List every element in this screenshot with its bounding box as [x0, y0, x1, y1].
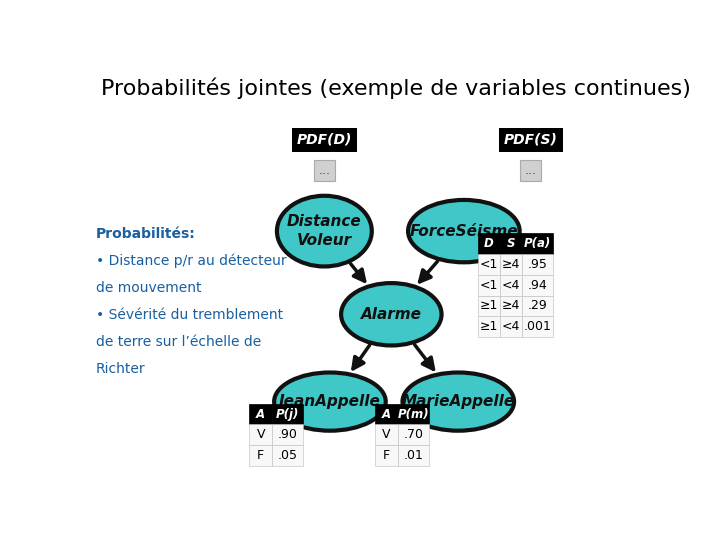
- Text: D: D: [484, 237, 494, 250]
- Bar: [523, 316, 553, 337]
- Text: Distance
Voleur: Distance Voleur: [287, 214, 361, 248]
- Text: ≥4: ≥4: [502, 300, 521, 313]
- Bar: [500, 316, 523, 337]
- Bar: [523, 295, 553, 316]
- Bar: [500, 233, 523, 254]
- Bar: [398, 424, 428, 445]
- Bar: [523, 254, 553, 275]
- Bar: [500, 295, 523, 316]
- Bar: [478, 275, 500, 295]
- Text: PDF(D): PDF(D): [297, 133, 352, 147]
- Text: A: A: [256, 408, 265, 421]
- Text: .001: .001: [524, 320, 552, 333]
- Ellipse shape: [408, 200, 520, 262]
- Bar: [249, 446, 272, 466]
- Text: <4: <4: [502, 320, 521, 333]
- Bar: [523, 275, 553, 295]
- Text: .95: .95: [528, 258, 548, 271]
- Bar: [478, 316, 500, 337]
- Bar: [272, 446, 303, 466]
- Ellipse shape: [341, 283, 441, 346]
- Text: ≥1: ≥1: [480, 320, 498, 333]
- Bar: [478, 295, 500, 316]
- Text: P(j): P(j): [276, 408, 300, 421]
- Text: • Distance p/r au détecteur: • Distance p/r au détecteur: [96, 254, 287, 268]
- Text: .94: .94: [528, 279, 548, 292]
- Text: S: S: [507, 237, 516, 250]
- Bar: [272, 404, 303, 424]
- Text: .01: .01: [403, 449, 423, 462]
- Ellipse shape: [274, 373, 386, 431]
- Text: .29: .29: [528, 300, 548, 313]
- Bar: [374, 424, 398, 445]
- Bar: [272, 424, 303, 445]
- Text: ...: ...: [318, 164, 330, 177]
- Text: F: F: [257, 449, 264, 462]
- Bar: [398, 404, 428, 424]
- Text: JeanAppelle: JeanAppelle: [279, 394, 381, 409]
- Text: .05: .05: [278, 449, 298, 462]
- Bar: [478, 254, 500, 275]
- Bar: [500, 254, 523, 275]
- Bar: [249, 424, 272, 445]
- Text: <4: <4: [502, 279, 521, 292]
- Text: V: V: [256, 428, 265, 441]
- Bar: [478, 233, 500, 254]
- Text: .70: .70: [403, 428, 423, 441]
- Text: P(a): P(a): [524, 237, 552, 250]
- Bar: [249, 404, 272, 424]
- Text: .90: .90: [278, 428, 298, 441]
- Text: P(m): P(m): [397, 408, 429, 421]
- Text: • Sévérité du tremblement: • Sévérité du tremblement: [96, 308, 283, 322]
- Text: de mouvement: de mouvement: [96, 281, 201, 295]
- Bar: [398, 446, 428, 466]
- Text: de terre sur l’échelle de: de terre sur l’échelle de: [96, 335, 261, 349]
- Text: <1: <1: [480, 279, 498, 292]
- Text: ForceSéisme: ForceSéisme: [410, 224, 518, 239]
- Bar: [500, 275, 523, 295]
- Text: Probabilités jointes (exemple de variables continues): Probabilités jointes (exemple de variabl…: [101, 77, 691, 99]
- Text: PDF(S): PDF(S): [504, 133, 558, 147]
- Text: Probabilités:: Probabilités:: [96, 227, 195, 241]
- Text: ≥1: ≥1: [480, 300, 498, 313]
- Ellipse shape: [402, 373, 514, 431]
- Text: <1: <1: [480, 258, 498, 271]
- Text: F: F: [383, 449, 390, 462]
- Text: V: V: [382, 428, 390, 441]
- Ellipse shape: [277, 196, 372, 266]
- Text: MarieAppelle: MarieAppelle: [402, 394, 515, 409]
- Bar: [523, 233, 553, 254]
- Text: ...: ...: [525, 164, 537, 177]
- Bar: [374, 404, 398, 424]
- Text: ≥4: ≥4: [502, 258, 521, 271]
- Text: Alarme: Alarme: [361, 307, 422, 322]
- Text: Richter: Richter: [96, 362, 145, 376]
- Bar: [374, 446, 398, 466]
- Text: A: A: [382, 408, 391, 421]
